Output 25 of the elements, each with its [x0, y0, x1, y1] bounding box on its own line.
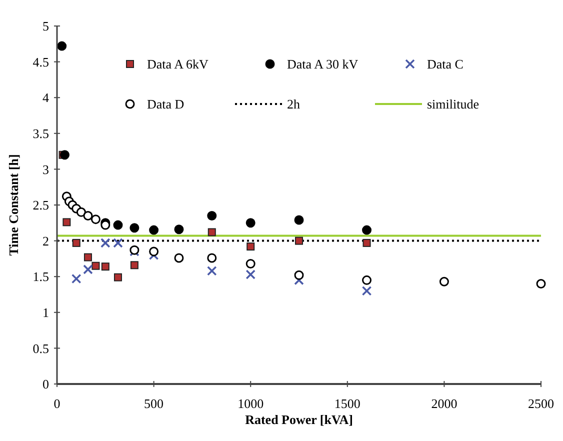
y-tick-label: 2.5	[32, 198, 49, 213]
y-tick-label: 4	[42, 90, 50, 106]
legend-label: Data A 6kV	[147, 56, 209, 72]
y-tick-label: 3	[42, 162, 49, 177]
y-tick-label: 0.5	[32, 340, 49, 356]
y-tick-label: 5	[42, 18, 49, 34]
legend-label: 2h	[287, 96, 300, 112]
legend-label: Data D	[147, 96, 184, 112]
x-tick-label: 500	[144, 396, 164, 411]
legend-label: Data A 30 kV	[287, 56, 359, 72]
x-tick-label: 2000	[431, 396, 458, 411]
x-tick-label: 1000	[238, 396, 264, 411]
y-axis-title: Time Constant [h]	[6, 154, 21, 256]
y-tick-label: 1.5	[32, 269, 49, 284]
y-tick-label: 0	[42, 376, 49, 392]
legend-label: Data C	[427, 56, 464, 72]
legend-label: similitude	[427, 96, 480, 112]
x-tick-label: 1500	[334, 396, 360, 411]
x-tick-label: 0	[54, 396, 60, 411]
y-tick-label: 3.5	[32, 126, 49, 141]
x-tick-label: 2500	[528, 396, 554, 411]
x-axis-title: Rated Power [kVA]	[245, 412, 353, 427]
y-tick-label: 1	[42, 304, 49, 320]
y-tick-label: 2	[42, 233, 49, 248]
y-tick-label: 4.5	[32, 54, 49, 70]
